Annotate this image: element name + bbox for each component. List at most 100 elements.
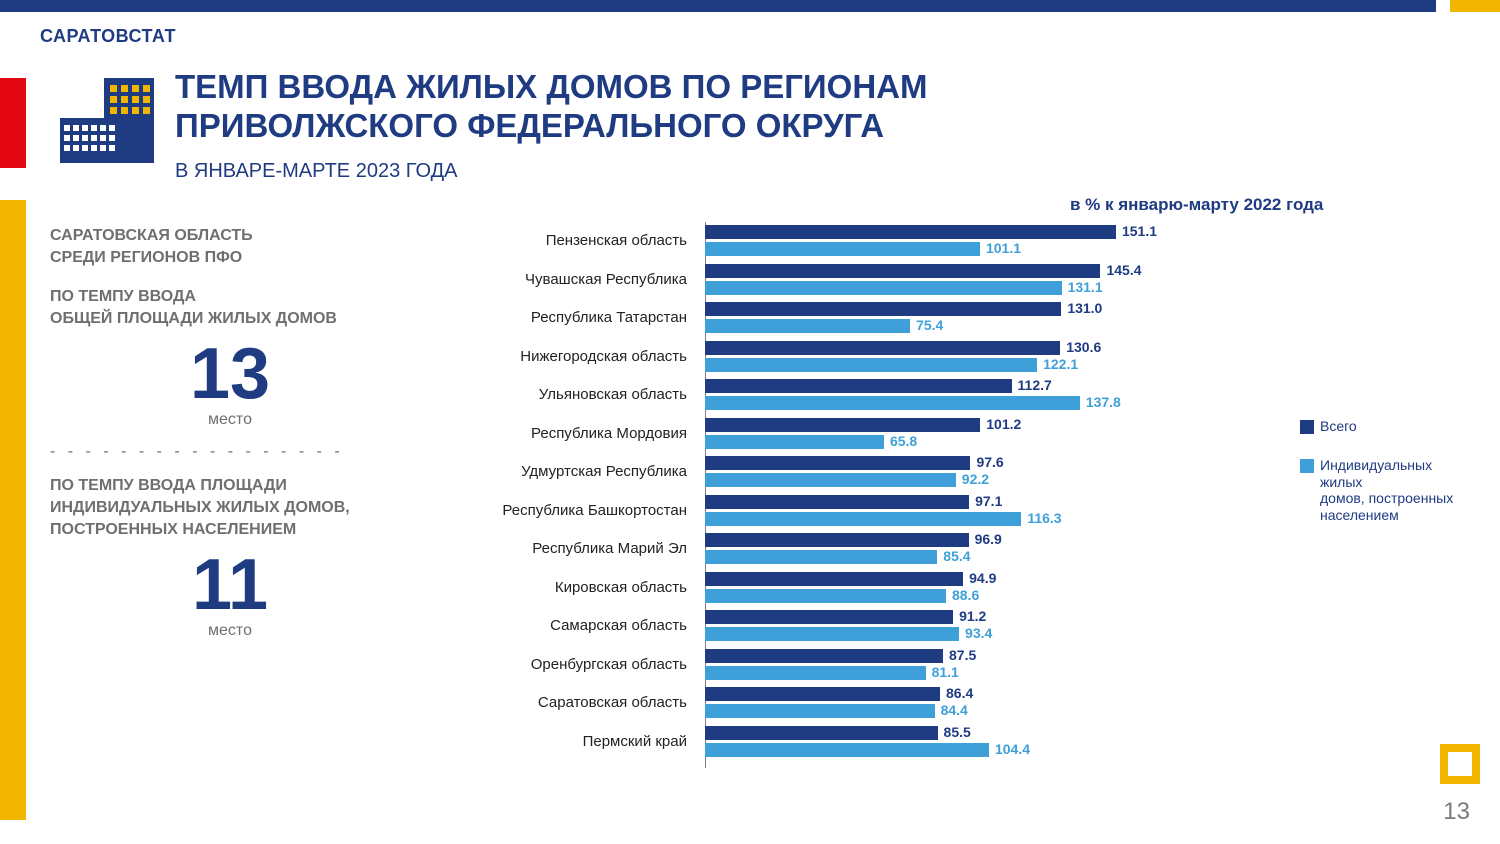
bar-total (705, 456, 970, 470)
value-total: 85.5 (944, 724, 971, 740)
bar-individual (705, 666, 926, 680)
rank-individual-place: место (50, 622, 410, 640)
bar-individual (705, 627, 959, 641)
bar-individual (705, 319, 910, 333)
value-total: 97.6 (976, 454, 1003, 470)
category-label: Оренбургская область (440, 646, 695, 684)
value-total: 151.1 (1122, 223, 1157, 239)
category-label: Кировская область (440, 569, 695, 607)
bar-individual (705, 435, 884, 449)
bar-group: 145.4131.1 (705, 263, 1470, 298)
category-label: Нижегородская область (440, 338, 695, 376)
value-individual: 122.1 (1043, 356, 1078, 372)
chart-row: Кировская область 94.988.6 (440, 569, 1470, 608)
bar-individual (705, 589, 946, 603)
value-total: 91.2 (959, 608, 986, 624)
bar-group: 91.293.4 (705, 609, 1470, 644)
metric-note: в % к январю-марту 2022 года (1070, 195, 1323, 215)
value-individual: 81.1 (932, 664, 959, 680)
value-total: 112.7 (1018, 377, 1052, 393)
rank-heading-total: ПО ТЕМПУ ВВОДА ОБЩЕЙ ПЛОЩАДИ ЖИЛЫХ ДОМОВ (50, 286, 410, 329)
bar-total (705, 418, 980, 432)
value-individual: 101.1 (986, 240, 1021, 256)
bar-group: 131.0 75.4 (705, 301, 1470, 336)
value-individual: 104.4 (995, 741, 1030, 757)
chart-row: Саратовская область 86.484.4 (440, 684, 1470, 723)
category-label: Республика Татарстан (440, 299, 695, 337)
value-individual: 116.3 (1027, 510, 1061, 526)
value-total: 87.5 (949, 647, 976, 663)
category-label: Республика Башкортостан (440, 492, 695, 530)
category-label: Ульяновская область (440, 376, 695, 414)
page-number: 13 (1443, 798, 1470, 826)
value-individual: 92.2 (962, 471, 989, 487)
bar-individual (705, 473, 956, 487)
category-label: Самарская область (440, 607, 695, 645)
divider: - - - - - - - - - - - - - - - - - (50, 443, 410, 461)
category-label: Республика Марий Эл (440, 530, 695, 568)
value-individual: 85.4 (943, 548, 970, 564)
bar-total (705, 726, 938, 740)
bar-group: 86.484.4 (705, 686, 1470, 721)
page-title: ТЕМП ВВОДА ЖИЛЫХ ДОМОВ ПО РЕГИОНАМ ПРИВО… (175, 68, 927, 146)
value-total: 131.0 (1067, 300, 1102, 316)
chart-row: Пермский край 85.5 104.4 (440, 723, 1470, 762)
left-red-accent (0, 78, 26, 168)
bar-total (705, 302, 1061, 316)
buildings-icon (60, 78, 155, 163)
value-total: 101.2 (986, 416, 1021, 432)
value-individual: 65.8 (890, 433, 917, 449)
chart-row: Республика Татарстан 131.0 75.4 (440, 299, 1470, 338)
page-subtitle: В ЯНВАРЕ-МАРТЕ 2023 ГОДА (175, 160, 457, 183)
bar-group: 130.6122.1 (705, 340, 1470, 375)
rank-total-place: место (50, 411, 410, 429)
category-label: Чувашская Республика (440, 261, 695, 299)
legend-label-total: Всего (1320, 418, 1357, 435)
top-bar (0, 0, 1500, 12)
bar-total (705, 341, 1060, 355)
top-accent-white (1436, 0, 1450, 12)
bar-total (705, 649, 943, 663)
top-accent-yellow (1450, 0, 1500, 12)
bar-total (705, 572, 963, 586)
org-name: САРАТОВСТАТ (40, 26, 176, 47)
bar-total (705, 495, 969, 509)
bar-group: 94.988.6 (705, 571, 1470, 606)
bar-individual (705, 242, 980, 256)
chart-row: Самарская область 91.293.4 (440, 607, 1470, 646)
bar-total (705, 264, 1100, 278)
bar-individual (705, 550, 937, 564)
legend-swatch-individual (1300, 459, 1314, 473)
bar-total (705, 533, 969, 547)
bar-individual (705, 704, 935, 718)
bar-group: 85.5 104.4 (705, 725, 1470, 760)
title-line1: ТЕМП ВВОДА ЖИЛЫХ ДОМОВ ПО РЕГИОНАМ (175, 68, 927, 107)
value-individual: 88.6 (952, 587, 979, 603)
rank-heading-region: САРАТОВСКАЯ ОБЛАСТЬ СРЕДИ РЕГИОНОВ ПФО (50, 225, 410, 268)
bar-total (705, 610, 953, 624)
value-total: 86.4 (946, 685, 973, 701)
category-label: Саратовская область (440, 684, 695, 722)
bar-individual (705, 358, 1037, 372)
bar-total (705, 225, 1116, 239)
value-total: 145.4 (1106, 262, 1141, 278)
category-label: Пермский край (440, 723, 695, 761)
bar-total (705, 687, 940, 701)
value-individual: 137.8 (1086, 394, 1121, 410)
value-individual: 84.4 (941, 702, 968, 718)
legend-label-individual: Индивидуальных жилых домов, построенных … (1320, 457, 1470, 524)
bar-group: 112.7 137.8 (705, 378, 1470, 413)
legend-swatch-total (1300, 420, 1314, 434)
bar-individual (705, 396, 1080, 410)
value-individual: 75.4 (916, 317, 943, 333)
bar-individual (705, 281, 1062, 295)
chart-legend: Всего Индивидуальных жилых домов, постро… (1300, 418, 1470, 546)
value-total: 97.1 (975, 493, 1002, 509)
chart-row: Нижегородская область 130.6122.1 (440, 338, 1470, 377)
value-individual: 93.4 (965, 625, 992, 641)
value-total: 96.9 (975, 531, 1002, 547)
rankings-sidebar: САРАТОВСКАЯ ОБЛАСТЬ СРЕДИ РЕГИОНОВ ПФО П… (50, 225, 410, 640)
bar-total (705, 379, 1012, 393)
bar-group: 87.581.1 (705, 648, 1470, 683)
chart-row: Ульяновская область 112.7 137.8 (440, 376, 1470, 415)
